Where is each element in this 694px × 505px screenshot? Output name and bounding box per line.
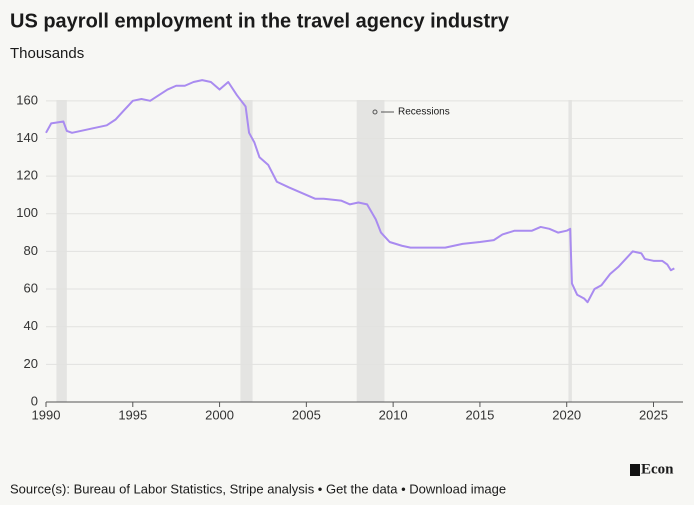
y-tick-label: 20 [24,356,38,371]
y-tick-label: 140 [16,130,38,145]
legend-marker [372,109,378,115]
y-tick-label: 120 [16,168,38,183]
logo: Econ [641,461,674,477]
x-tick-label: 1995 [118,407,147,422]
legend-label: Recessions [398,107,450,118]
y-tick-label: 60 [24,280,38,295]
x-tick-label: 2025 [639,407,668,422]
data-line [45,79,675,304]
x-tick-label: 2005 [292,407,321,422]
y-tick-label: 40 [24,318,38,333]
y-tick-label: 0 [31,393,38,408]
x-tick-label: 2000 [205,407,234,422]
x-tick-label: 1990 [32,407,61,422]
source-note: Source(s): Bureau of Labor Statistics, S… [10,481,506,496]
chart-subtitle: Thousands [10,45,84,62]
y-tick-label: 160 [16,92,38,107]
chart-title: US payroll employment in the travel agen… [10,10,510,32]
logo-icon [630,464,640,476]
y-tick-label: 100 [16,205,38,220]
x-tick-label: 2020 [552,407,581,422]
x-tick-label: 2015 [465,407,494,422]
y-tick-label: 80 [24,243,38,258]
x-tick-label: 2010 [379,407,408,422]
